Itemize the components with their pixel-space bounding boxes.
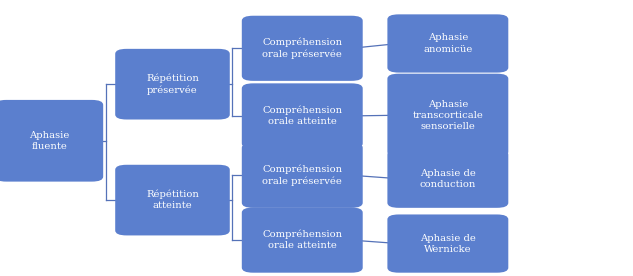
FancyBboxPatch shape	[387, 14, 508, 73]
Text: Compréhension
orale atteinte: Compréhension orale atteinte	[262, 230, 342, 250]
Text: Compréhension
orale préservée: Compréhension orale préservée	[262, 38, 342, 59]
FancyBboxPatch shape	[115, 165, 230, 235]
Text: Compréhension
orale préservée: Compréhension orale préservée	[262, 165, 342, 186]
Text: Aphasie
transcorticale
sensorielle: Aphasie transcorticale sensorielle	[413, 100, 483, 131]
Text: Compréhension
orale atteinte: Compréhension orale atteinte	[262, 106, 342, 126]
Text: Aphasie de
conduction: Aphasie de conduction	[420, 169, 476, 189]
FancyBboxPatch shape	[115, 49, 230, 120]
FancyBboxPatch shape	[242, 208, 363, 273]
Text: Aphasie
anomicüe: Aphasie anomicüe	[423, 33, 473, 54]
FancyBboxPatch shape	[387, 150, 508, 208]
FancyBboxPatch shape	[0, 100, 103, 182]
Text: Répétition
préservée: Répétition préservée	[146, 74, 199, 95]
Text: Aphasie de
Wernicke: Aphasie de Wernicke	[420, 233, 476, 254]
Text: Répétition
atteinte: Répétition atteinte	[146, 190, 199, 210]
FancyBboxPatch shape	[387, 74, 508, 157]
FancyBboxPatch shape	[387, 214, 508, 273]
FancyBboxPatch shape	[242, 83, 363, 148]
FancyBboxPatch shape	[242, 16, 363, 81]
Text: Aphasie
fluente: Aphasie fluente	[29, 131, 69, 151]
FancyBboxPatch shape	[242, 143, 363, 208]
